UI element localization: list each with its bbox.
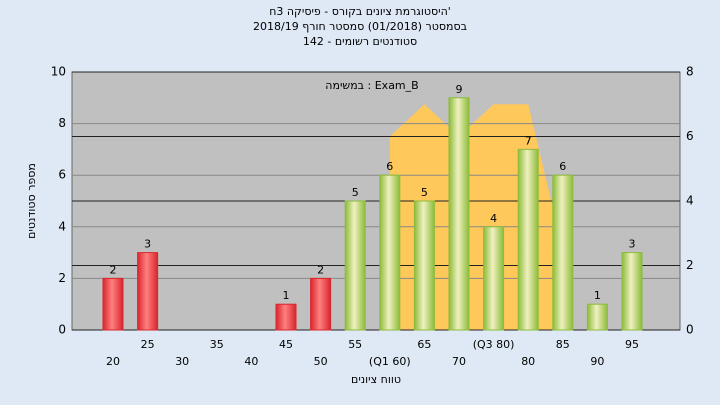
x-tick-label: 35 (210, 338, 224, 351)
data-label: 3 (144, 238, 151, 251)
bar (137, 252, 159, 331)
bar (517, 148, 539, 331)
data-label: 6 (559, 160, 566, 173)
y2-tick-label: 4 (686, 194, 694, 208)
x-tick-label: (Q1 60) (369, 355, 411, 368)
x-tick-label: 20 (106, 355, 120, 368)
y2-tick-label: 8 (686, 65, 694, 79)
y-tick-label: 10 (51, 65, 66, 79)
x-tick-label: 70 (452, 355, 466, 368)
bar (413, 200, 435, 331)
bar (275, 303, 297, 331)
chart-title: היסטוגרמת ציונים בקורס - פיסיקה 3ח' (269, 5, 451, 18)
y-axis-label: מספר סטודנטים (25, 163, 38, 239)
data-label: 5 (421, 186, 428, 199)
x-tick-label: 90 (590, 355, 604, 368)
y-tick-label: 0 (58, 323, 66, 337)
y2-tick-label: 6 (686, 129, 694, 143)
x-tick-label: 45 (279, 338, 293, 351)
x-tick-label: 50 (314, 355, 328, 368)
y-tick-label: 8 (58, 116, 66, 130)
y-tick-label: 6 (58, 168, 66, 182)
x-tick-label: 55 (348, 338, 362, 351)
y2-tick-label: 2 (686, 258, 694, 272)
bar (344, 200, 366, 331)
x-tick-label: 85 (556, 338, 570, 351)
x-tick-label: 30 (175, 355, 189, 368)
x-tick-label: 95 (625, 338, 639, 351)
bar (483, 226, 505, 331)
y2-tick-label: 0 (686, 323, 694, 337)
data-label: 2 (317, 263, 324, 276)
chart-subtitle: בסמסטר (01/2018) סמסטר חורף 2018/19 (253, 20, 467, 33)
bar (621, 252, 643, 331)
x-tick-label: 25 (141, 338, 155, 351)
y-tick-label: 4 (58, 219, 66, 233)
data-label: 7 (525, 134, 532, 147)
annotation: במשימה : Exam_B (325, 79, 418, 92)
bar (586, 303, 608, 331)
data-label: 1 (594, 289, 601, 302)
bar (552, 174, 574, 331)
bar (102, 277, 124, 331)
x-tick-label: 40 (244, 355, 258, 368)
bar (448, 97, 470, 331)
data-label: 6 (386, 160, 393, 173)
bar (310, 277, 332, 331)
x-tick-label: (Q3 80) (473, 338, 515, 351)
data-label: 3 (629, 238, 636, 251)
bar (379, 174, 401, 331)
x-tick-label: 80 (521, 355, 535, 368)
x-axis-label: טווח ציונים (351, 373, 401, 386)
x-tick-label: 65 (417, 338, 431, 351)
chart-subtitle: סטודנטים רשומים - 142 (303, 35, 417, 48)
data-label: 1 (283, 289, 290, 302)
data-label: 4 (490, 212, 497, 225)
data-label: 5 (352, 186, 359, 199)
data-label: 9 (456, 83, 463, 96)
data-label: 2 (110, 263, 117, 276)
y-tick-label: 2 (58, 271, 66, 285)
